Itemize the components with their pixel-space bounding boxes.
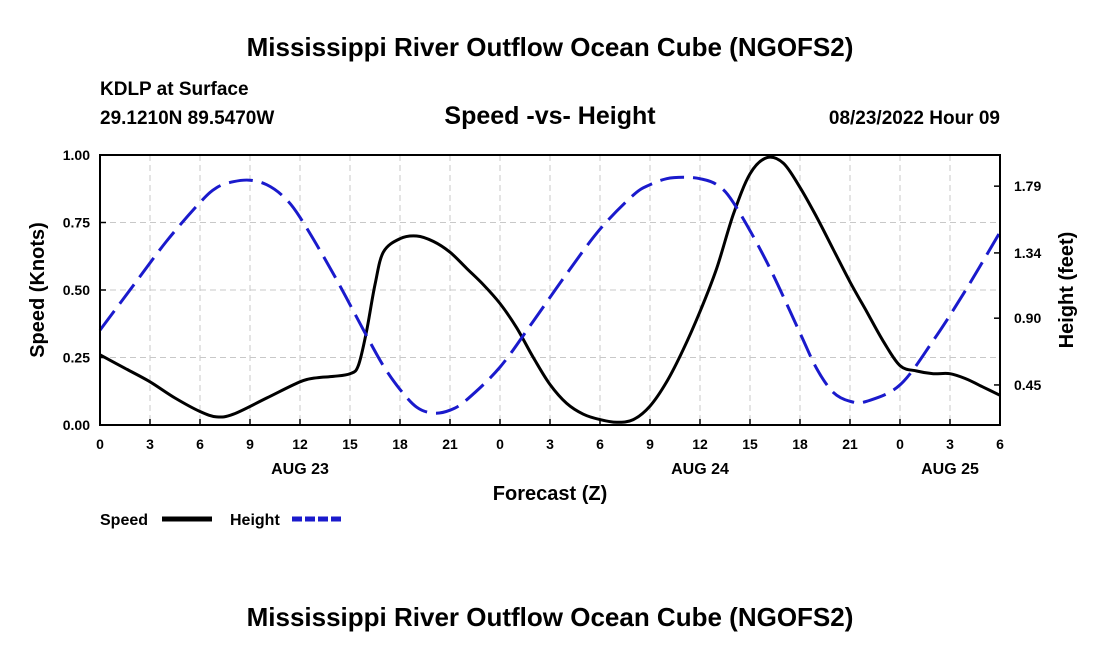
x-tick-label: 0 bbox=[96, 436, 104, 452]
x-tick-label: 3 bbox=[946, 436, 954, 452]
x-tick-label: 9 bbox=[646, 436, 654, 452]
y-axis-label: Speed (Knots) bbox=[27, 222, 49, 358]
x-tick-label: 21 bbox=[442, 436, 458, 452]
page-title: Mississippi River Outflow Ocean Cube (NG… bbox=[247, 32, 854, 62]
legend-height-label: Height bbox=[230, 512, 280, 529]
x-axis-label: Forecast (Z) bbox=[493, 483, 607, 505]
x-tick-label: 12 bbox=[692, 436, 708, 452]
speed-series-line bbox=[99, 155, 1001, 424]
legend: Speed Height bbox=[100, 512, 342, 529]
legend-speed-label: Speed bbox=[100, 512, 148, 529]
day-label: AUG 24 bbox=[671, 461, 729, 478]
grid-lines bbox=[100, 155, 1000, 425]
x-tick-label: 15 bbox=[342, 436, 358, 452]
y-tick-label: 0.50 bbox=[63, 282, 90, 298]
y2-tick-label: 0.45 bbox=[1014, 377, 1041, 393]
x-tick-label: 6 bbox=[996, 436, 1004, 452]
axis-ticks: 0 3 6 9 12 15 18 21 0 3 6 9 12 15 18 21 0 3 6 0.00 0.25 0.50 0… bbox=[63, 147, 1042, 478]
x-tick-label: 12 bbox=[292, 436, 308, 452]
y-tick-label: 0.75 bbox=[63, 215, 90, 231]
station-label: KDLP at Surface bbox=[100, 79, 249, 100]
x-tick-label: 3 bbox=[146, 436, 154, 452]
x-tick-label: 18 bbox=[792, 436, 808, 452]
x-tick-label: 0 bbox=[496, 436, 504, 452]
height-series-line bbox=[98, 175, 1002, 415]
day-label: AUG 23 bbox=[271, 461, 329, 478]
y2-tick-label: 0.90 bbox=[1014, 310, 1041, 326]
x-tick-label: 15 bbox=[742, 436, 758, 452]
x-tick-label: 0 bbox=[896, 436, 904, 452]
footer-title: Mississippi River Outflow Ocean Cube (NG… bbox=[247, 602, 854, 632]
y-tick-label: 0.00 bbox=[63, 417, 90, 433]
y2-tick-label: 1.79 bbox=[1014, 178, 1041, 194]
chart-title: Speed -vs- Height bbox=[444, 102, 656, 130]
y2-axis-label: Height (feet) bbox=[1056, 232, 1078, 349]
x-tick-label: 6 bbox=[196, 436, 204, 452]
x-tick-label: 6 bbox=[596, 436, 604, 452]
station-coords: 29.1210N 89.5470W bbox=[100, 108, 274, 129]
forecast-datetime: 08/23/2022 Hour 09 bbox=[829, 108, 1000, 129]
x-tick-label: 18 bbox=[392, 436, 408, 452]
y-tick-label: 1.00 bbox=[63, 147, 90, 163]
series-lines bbox=[98, 155, 1002, 424]
y2-tick-label: 1.34 bbox=[1014, 245, 1041, 261]
day-label: AUG 25 bbox=[921, 461, 979, 478]
y-tick-label: 0.25 bbox=[63, 350, 90, 366]
x-tick-label: 3 bbox=[546, 436, 554, 452]
x-tick-label: 9 bbox=[246, 436, 254, 452]
x-tick-label: 21 bbox=[842, 436, 858, 452]
